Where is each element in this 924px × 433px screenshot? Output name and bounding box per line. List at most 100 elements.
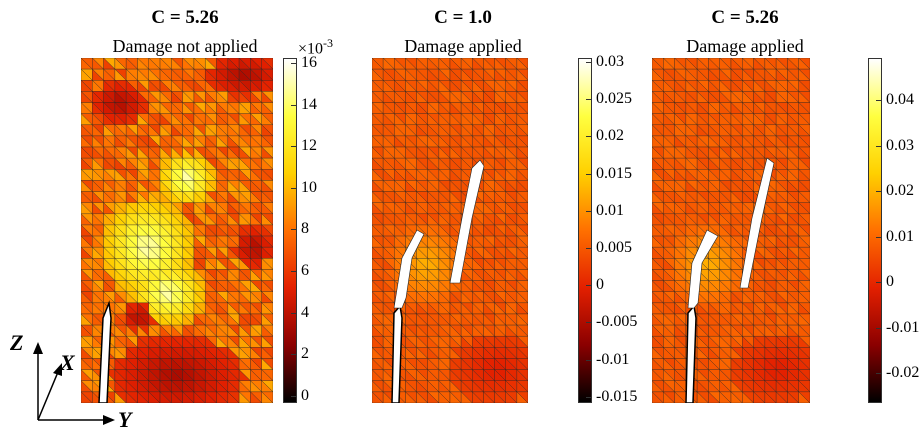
mesh-element — [81, 391, 93, 403]
damage-band-left — [393, 229, 425, 309]
colorbar-tick-label: 0 — [886, 273, 894, 290]
colorbar-panel-1 — [283, 58, 297, 403]
colorbar-tick-mark — [586, 396, 591, 398]
colorbar-tick-mark — [586, 136, 591, 138]
colorbar-tick-mark — [586, 285, 591, 287]
mesh-element — [652, 391, 664, 403]
mesh-element — [787, 391, 799, 403]
colorbar-tick-label: -0.005 — [596, 313, 638, 331]
mesh-element — [114, 391, 127, 403]
panel-2-subtitle: Damage applied — [404, 36, 522, 56]
mesh-element — [216, 391, 229, 403]
colorbar-tick-mark — [876, 373, 881, 374]
colorbar-tick-label: 0.04 — [886, 91, 914, 108]
mesh-element — [250, 391, 262, 403]
mesh-plot-damage-not-applied — [81, 58, 273, 403]
colorbar-tick-label: 6 — [301, 262, 309, 279]
colorbar-tick-label: -0.01 — [596, 350, 630, 368]
colorbar-tick-label: 0.01 — [596, 201, 624, 219]
mesh-element — [505, 391, 518, 403]
mesh-plot-c526-damage-applied — [652, 58, 810, 403]
crack-notch — [685, 304, 697, 403]
colorbar-tick-label: -0.01 — [886, 318, 920, 336]
colorbar-tick-label: 0.025 — [596, 90, 632, 108]
mesh-element — [674, 391, 687, 403]
colorbar-tick-label: 0 — [301, 386, 309, 404]
mesh-element — [798, 391, 810, 403]
mesh-element — [708, 391, 720, 403]
mesh-element — [148, 391, 161, 403]
colorbar-tick-mark — [586, 359, 591, 361]
colorbar-tick-mark — [876, 191, 881, 192]
colorbar-tick-label: 0.02 — [596, 127, 624, 145]
mesh-element — [764, 391, 777, 403]
colorbar-panel-3 — [868, 58, 882, 403]
mesh-element — [516, 391, 528, 403]
colorbar-tick-mark — [291, 354, 296, 356]
colorbar-tick-mark — [291, 229, 296, 231]
colorbar-tick-label: 2 — [301, 345, 309, 363]
panel-2-title: C = 1.0 — [434, 7, 492, 28]
panel-3-subtitle: Damage applied — [686, 36, 804, 56]
colorbar-tick-label: -0.015 — [596, 387, 638, 405]
mesh-element — [719, 391, 732, 403]
colorbar-tick-mark — [876, 236, 881, 238]
panel-1-title: C = 5.26 — [151, 7, 219, 28]
mesh-element — [193, 391, 206, 403]
colorbar-tick-label: 12 — [301, 137, 317, 155]
mesh-element — [438, 391, 451, 403]
mesh-element — [494, 391, 506, 403]
colorbar-tick-label: 4 — [301, 303, 309, 321]
colorbar-panel-2 — [578, 58, 592, 403]
crack-notch — [98, 300, 112, 403]
colorbar-tick-mark — [876, 327, 881, 329]
coordinate-axes — [33, 342, 115, 425]
damage-band-left — [687, 229, 719, 309]
panel-3-title: C = 5.26 — [711, 7, 779, 28]
colorbar-tick-mark — [876, 145, 881, 147]
colorbar-tick-label: 0.005 — [596, 239, 632, 256]
colorbar-tick-label: 0.03 — [596, 53, 624, 70]
crack-notch — [391, 304, 403, 403]
colorbar-exponent: ×10-3 — [298, 36, 334, 58]
colorbar-tick-mark — [291, 395, 296, 397]
colorbar-tick-label: -0.02 — [886, 364, 920, 381]
colorbar-tick-label: 0.03 — [886, 136, 914, 154]
colorbar-tick-mark — [291, 104, 296, 106]
mesh-element — [427, 391, 440, 403]
damage-band-right — [449, 159, 485, 284]
mesh-element — [472, 391, 484, 403]
colorbar-tick-label: 8 — [301, 220, 309, 238]
axis-label-z: Z — [10, 330, 24, 355]
mesh-element — [227, 391, 240, 403]
mesh-element — [137, 391, 150, 403]
colorbar-tick-label: 0.01 — [886, 227, 914, 245]
colorbar-tick-mark — [876, 100, 881, 101]
colorbar-tick-mark — [586, 99, 591, 101]
colorbar-tick-mark — [586, 322, 591, 324]
mesh-element — [753, 391, 766, 403]
mesh-element — [261, 391, 273, 403]
axis-label-x: X — [60, 350, 75, 375]
colorbar-tick-mark — [291, 271, 296, 272]
mesh-element — [460, 391, 473, 403]
colorbar-tick-mark — [586, 173, 591, 175]
mesh-element — [238, 391, 251, 403]
colorbar-tick-mark — [586, 210, 591, 212]
mesh-element — [171, 391, 183, 403]
mesh-element — [159, 391, 172, 403]
mesh-element — [205, 391, 217, 403]
damage-band-right — [739, 157, 775, 289]
mesh-element — [742, 391, 754, 403]
colorbar-tick-label: 16 — [301, 54, 317, 71]
colorbar-tick-label: 0.015 — [596, 164, 632, 182]
colorbar-tick-mark — [291, 63, 296, 64]
colorbar-tick-mark — [291, 187, 296, 189]
mesh-element — [696, 391, 709, 403]
axis-label-y: Y — [118, 407, 132, 432]
colorbar-tick-label: 10 — [301, 178, 317, 196]
mesh-element — [775, 391, 788, 403]
mesh-plot-c1-damage-applied — [372, 58, 528, 403]
mesh-element — [449, 391, 462, 403]
mesh-element — [416, 391, 428, 403]
